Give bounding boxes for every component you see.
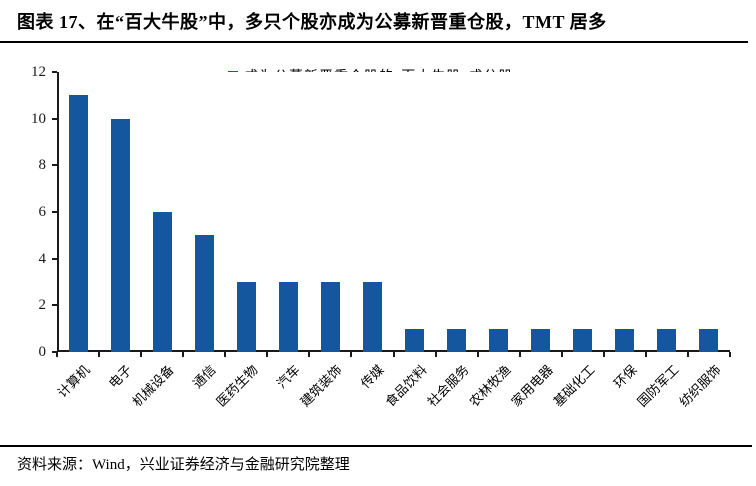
bar	[68, 95, 88, 352]
x-tick-mark	[182, 352, 185, 357]
x-tick-mark	[98, 352, 101, 357]
y-tick-label: 10	[31, 110, 46, 127]
x-tick-mark	[140, 352, 143, 357]
x-tick-mark	[686, 352, 689, 357]
bar	[573, 328, 593, 352]
y-tick-mark	[52, 164, 57, 167]
x-tick-mark	[602, 352, 605, 357]
bar	[278, 282, 298, 352]
bar	[531, 328, 551, 352]
footer-divider	[0, 445, 752, 447]
y-tick-mark	[52, 304, 57, 307]
x-tick-mark	[266, 352, 269, 357]
y-tick-mark	[52, 257, 57, 260]
bar	[152, 212, 172, 352]
x-tick-mark	[518, 352, 521, 357]
y-tick-label: 8	[38, 157, 47, 174]
y-tick-label: 4	[38, 250, 47, 267]
x-tick-mark	[308, 352, 311, 357]
x-tick-mark	[224, 352, 227, 357]
figure-title: 图表 17、在“百大牛股”中，多只个股亦成为公募新晋重仓股，TMT 居多	[17, 12, 607, 32]
y-tick-mark	[52, 71, 57, 73]
y-tick-label: 2	[38, 297, 47, 314]
bar	[320, 282, 340, 352]
x-tick-mark	[729, 352, 731, 357]
y-tick-label: 12	[31, 64, 46, 80]
footer-source: 资料来源：Wind，兴业证券经济与金融研究院整理	[17, 457, 350, 473]
y-tick-mark	[52, 351, 57, 353]
x-tick-mark	[560, 352, 563, 357]
x-tick-mark	[350, 352, 353, 357]
bar	[447, 328, 467, 352]
bar	[657, 328, 677, 352]
bar	[194, 235, 214, 352]
x-tick-mark	[392, 352, 395, 357]
x-tick-mark	[434, 352, 437, 357]
x-tick-mark	[56, 352, 58, 357]
y-tick-mark	[52, 211, 57, 213]
bar	[699, 328, 719, 352]
title-divider	[0, 41, 748, 43]
x-tick-mark	[644, 352, 647, 357]
y-tick-mark	[52, 117, 57, 120]
bar	[362, 282, 382, 352]
bar	[236, 282, 256, 352]
x-tick-mark	[476, 352, 479, 357]
bar	[110, 118, 130, 352]
y-tick-label: 6	[38, 204, 47, 220]
bar	[489, 328, 509, 352]
y-tick-label: 0	[38, 344, 47, 360]
bar	[615, 328, 635, 352]
bar	[405, 328, 425, 352]
